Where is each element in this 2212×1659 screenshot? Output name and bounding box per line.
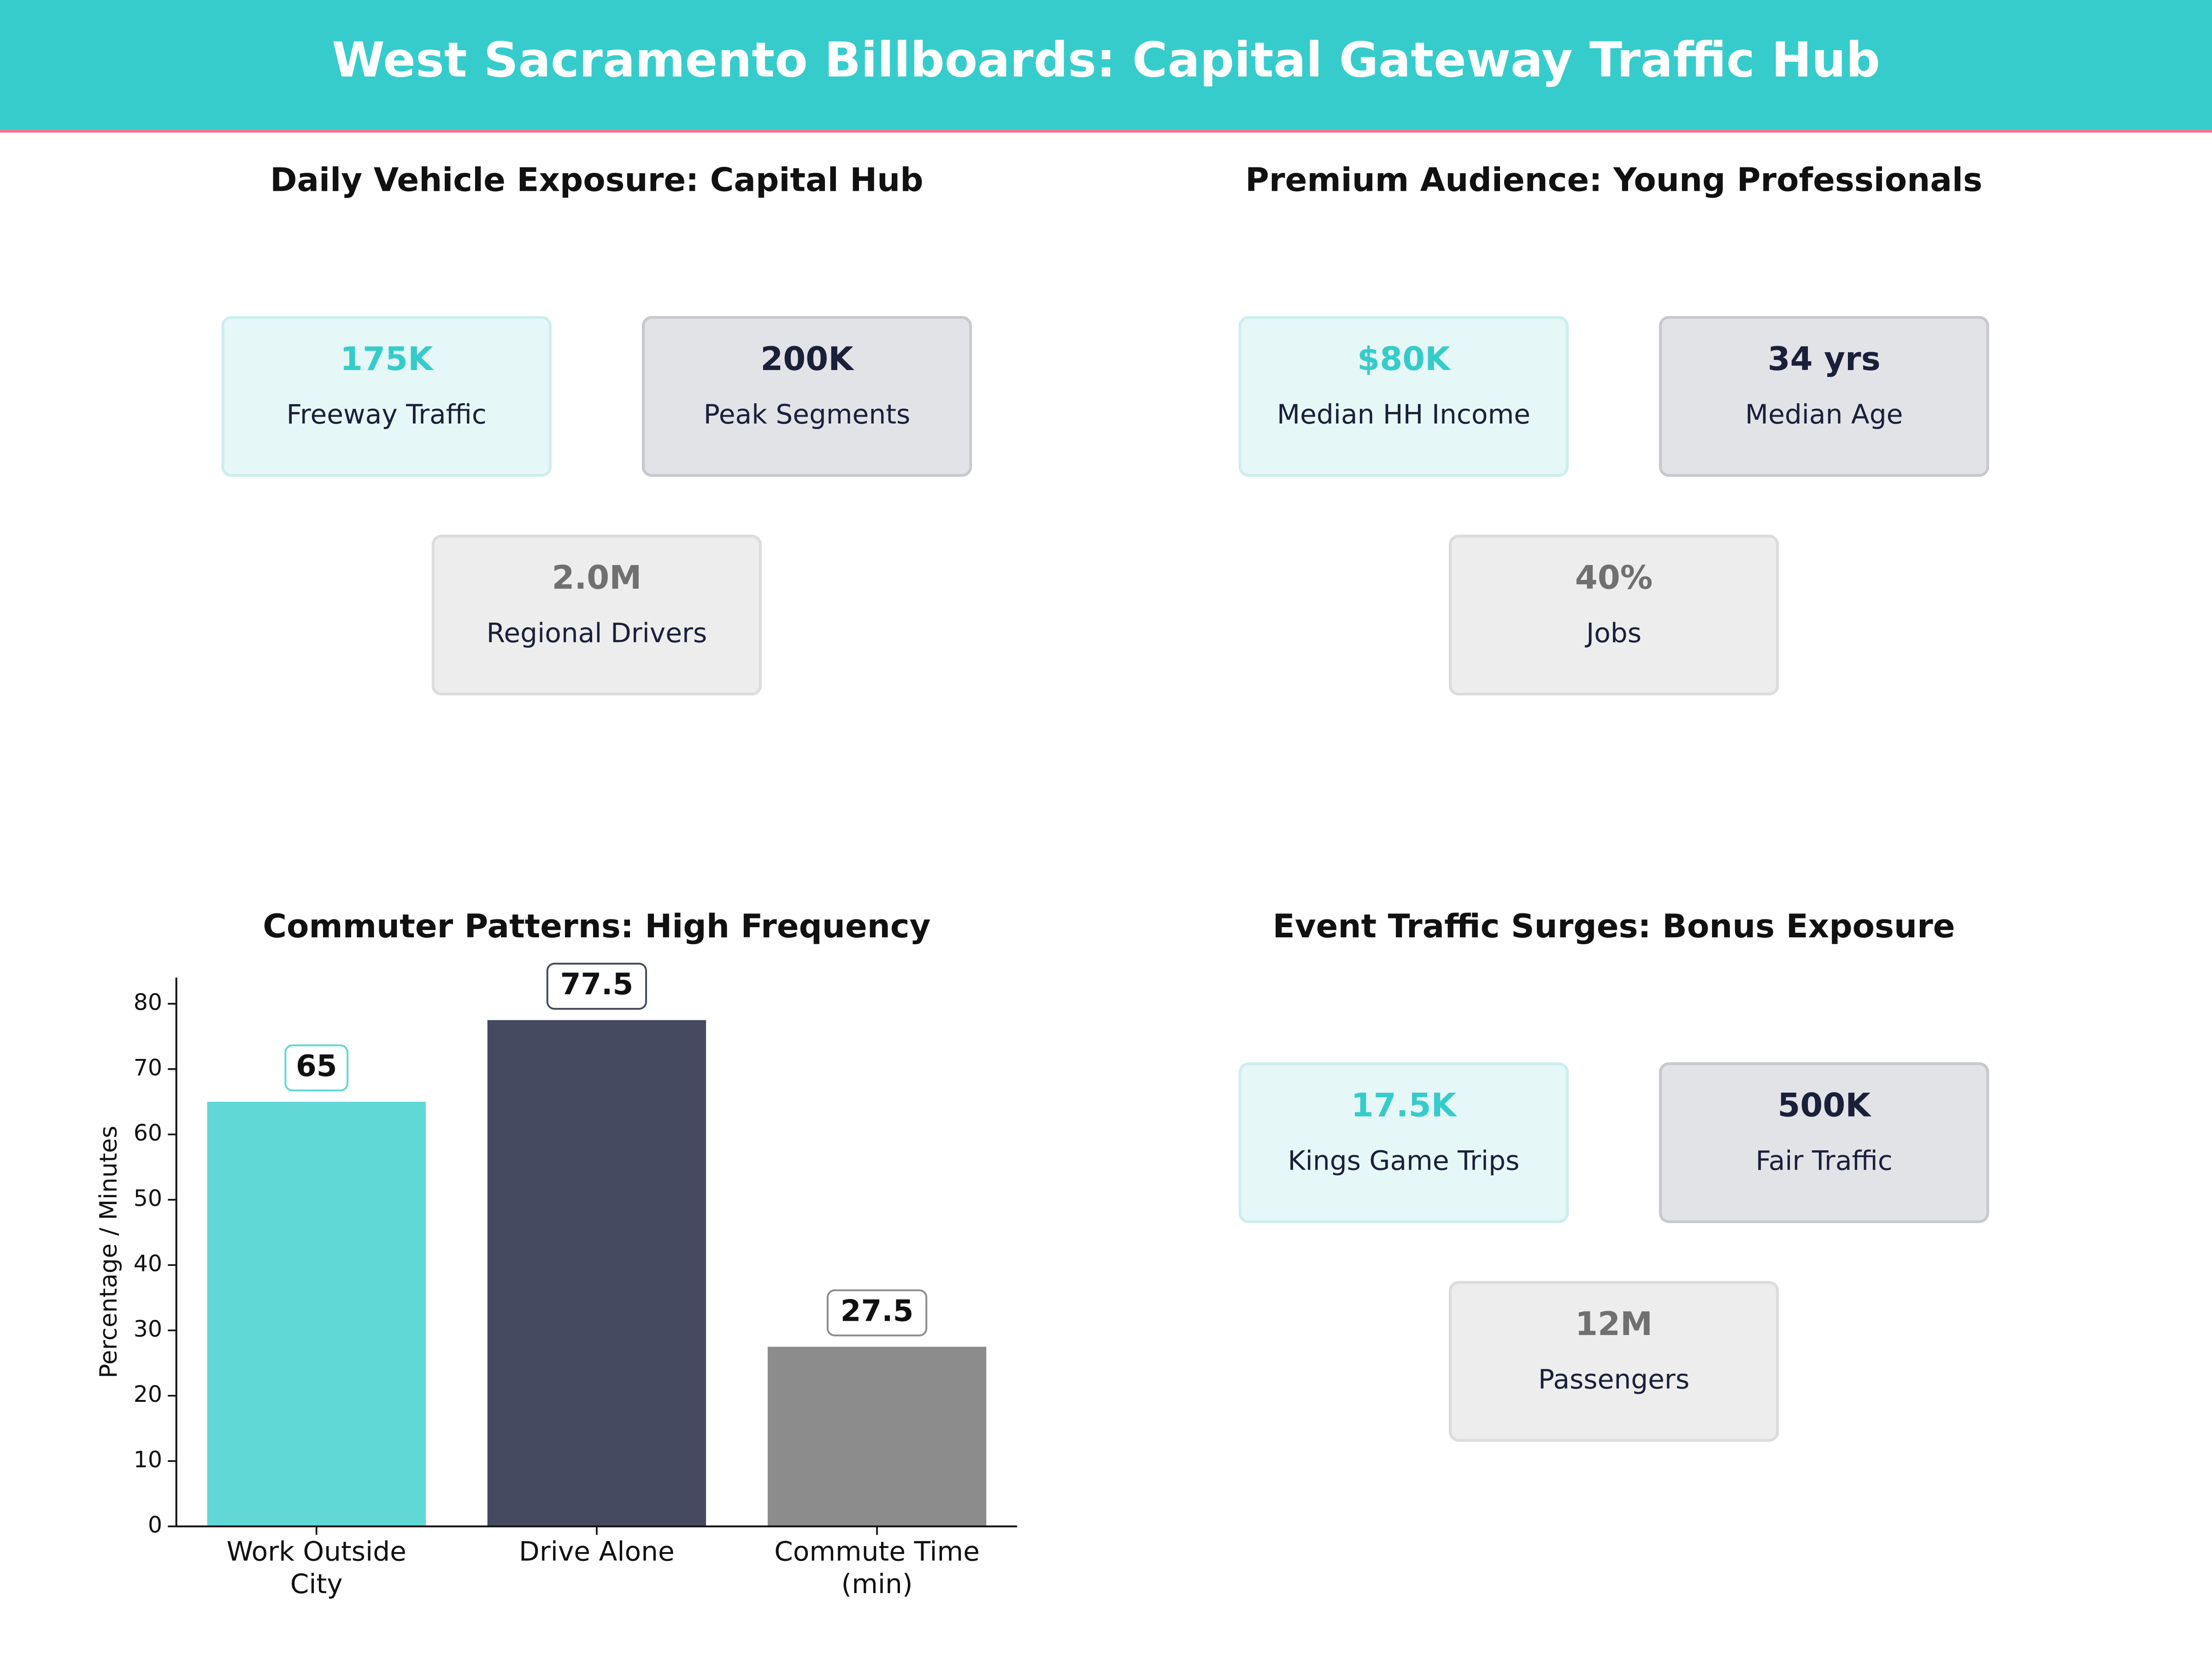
header-rule (0, 129, 2212, 133)
value-label: 77.5 (560, 967, 634, 1002)
bar (487, 1020, 706, 1527)
kpi-card (1238, 1062, 1569, 1224)
panel-title: Event Traffic Surges: Bonus Exposure (1273, 907, 1955, 945)
kpi-card (221, 316, 552, 477)
value-label: 65 (296, 1049, 337, 1083)
kpi-card (1448, 1281, 1779, 1442)
y-axis-label: Percentage / Minutes (95, 1126, 123, 1378)
kpi-value: 500K (1777, 1087, 1871, 1124)
x-tick-label: Work Outside City (227, 1536, 406, 1600)
chart-title: Commuter Patterns: High Frequency (263, 907, 930, 945)
kpi-label: Jobs (1584, 618, 1641, 649)
panel-title: Premium Audience: Young Professionals (1245, 161, 1983, 199)
kpi-card (641, 316, 972, 477)
y-tick-label: 80 (134, 989, 162, 1016)
kpi-value: 175K (340, 340, 434, 378)
bar (207, 1101, 426, 1527)
kpi-label: Freeway Traffic (287, 399, 487, 430)
x-tick-label: Drive Alone (519, 1536, 675, 1567)
y-tick-label: 10 (134, 1447, 162, 1473)
page-title: West Sacramento Billboards: Capital Gate… (332, 32, 1880, 88)
kpi-card (1659, 316, 1989, 477)
y-tick-label: 70 (134, 1054, 162, 1081)
kpi-value: 17.5K (1351, 1087, 1458, 1124)
panel-title: Daily Vehicle Exposure: Capital Hub (270, 161, 924, 199)
kpi-label: Fair Traffic (1756, 1145, 1893, 1177)
kpi-label: Median HH Income (1277, 399, 1530, 430)
kpi-card (1448, 535, 1779, 696)
kpi-value: $80K (1357, 340, 1451, 378)
bar (767, 1347, 987, 1527)
kpi-label: Passengers (1538, 1364, 1689, 1395)
x-tick-label: Commute Time (min) (774, 1536, 980, 1600)
kpi-card (431, 535, 762, 696)
value-label-box (826, 1289, 928, 1336)
y-tick-label: 30 (134, 1316, 162, 1342)
value-label-box (546, 963, 647, 1010)
header-bar (0, 0, 2212, 130)
value-label: 27.5 (841, 1294, 914, 1328)
kpi-card (1659, 1062, 1989, 1224)
kpi-card (1238, 316, 1569, 477)
y-tick-label: 0 (148, 1512, 162, 1538)
kpi-value: 12M (1575, 1305, 1653, 1343)
kpi-label: Median Age (1745, 399, 1903, 430)
y-tick-label: 60 (134, 1120, 162, 1146)
y-tick-label: 50 (134, 1185, 162, 1212)
value-label-box (284, 1044, 349, 1092)
y-tick-label: 20 (134, 1381, 162, 1407)
kpi-value: 34 yrs (1768, 340, 1881, 378)
kpi-label: Regional Drivers (487, 618, 707, 649)
kpi-value: 40% (1575, 559, 1653, 597)
y-tick-label: 40 (134, 1251, 162, 1277)
kpi-label: Peak Segments (704, 399, 911, 430)
kpi-label: Kings Game Trips (1288, 1145, 1520, 1177)
kpi-value: 2.0M (552, 559, 642, 597)
kpi-value: 200K (760, 340, 854, 378)
